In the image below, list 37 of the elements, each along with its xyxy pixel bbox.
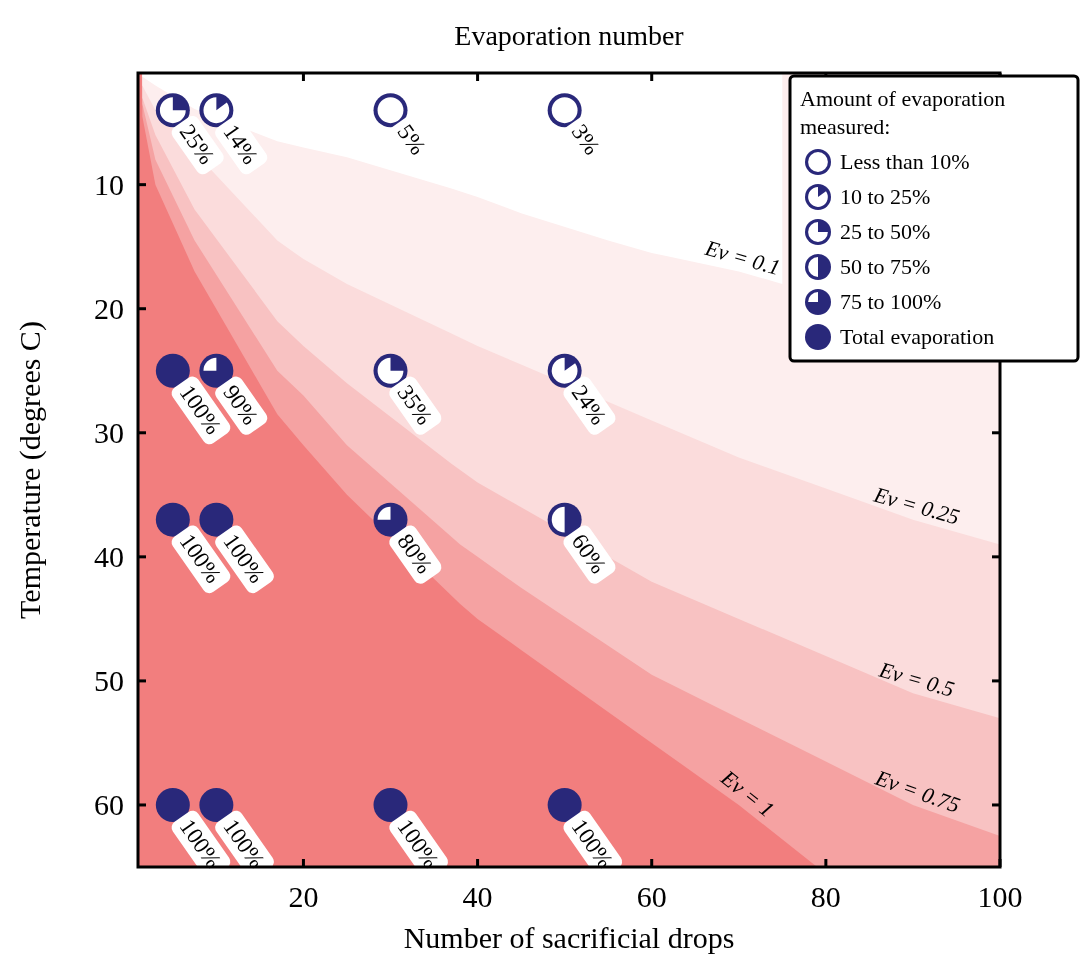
point (547, 787, 582, 822)
annotation: 3% (566, 119, 605, 160)
legend-label: 75 to 100% (840, 289, 942, 314)
annotation: 60% (566, 529, 612, 579)
point (155, 787, 190, 822)
series-label: Ev = 1 (715, 764, 780, 823)
y-tick-label: 40 (94, 540, 124, 574)
legend-label: Total evaporation (840, 324, 995, 349)
legend-label: 25 to 50% (840, 219, 931, 244)
y-tick-label: 20 (94, 292, 124, 326)
x-tick-label: 100 (977, 880, 1023, 913)
x-axis-title: Number of sacrificial drops (403, 921, 735, 954)
point (373, 787, 408, 822)
point (199, 787, 234, 822)
x-tick-label: 40 (462, 880, 493, 913)
series-label: Ev = 0.25 (870, 481, 963, 530)
legend-label: 50 to 75% (840, 254, 931, 279)
x-tick-label: 80 (810, 880, 841, 913)
point (155, 502, 190, 537)
point (199, 502, 234, 537)
y-tick-label: 30 (94, 416, 124, 450)
legend-label: Less than 10% (840, 149, 970, 174)
point (155, 353, 190, 388)
y-tick-label: 60 (94, 788, 124, 822)
x-tick-label: 60 (636, 880, 667, 913)
series-label: Ev = 0.75 (871, 764, 964, 818)
y-axis-title: Temperature (degrees C) (13, 321, 47, 619)
y-tick-label: 10 (94, 168, 124, 202)
annotation: 5% (392, 119, 431, 160)
series-label: Ev = 0.1 (701, 234, 783, 281)
legend-title: Amount of evaporation measured: (800, 86, 1006, 139)
y-tick-label: 50 (94, 664, 124, 698)
x-tick-label: 20 (288, 880, 319, 913)
series-label: Ev = 0.5 (875, 656, 958, 702)
annotation: 14% (218, 119, 263, 169)
chart-title: Evaporation number (454, 20, 685, 51)
legend-label: 10 to 25% (840, 184, 931, 209)
